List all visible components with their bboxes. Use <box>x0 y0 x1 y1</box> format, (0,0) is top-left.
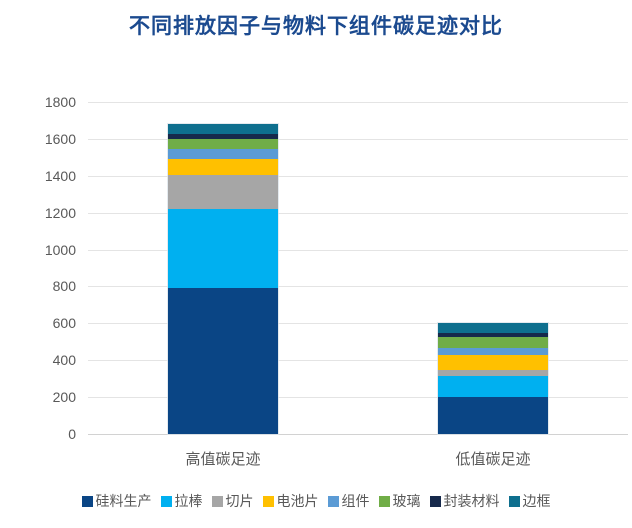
x-category-label: 高值碳足迹 <box>185 451 261 468</box>
legend-item: 玻璃 <box>378 491 421 511</box>
y-tick-label: 1800 <box>44 94 76 110</box>
stacked-bar <box>438 322 548 434</box>
legend-swatch-icon <box>327 495 339 507</box>
legend-item: 边框 <box>508 491 551 511</box>
legend-label: 硅料生产 <box>95 493 152 509</box>
bar-segment <box>168 149 278 159</box>
legend: 硅料生产 拉棒 切片 电池片 组件 玻璃 封装材料 边框 <box>0 491 632 511</box>
gridline <box>88 212 628 214</box>
y-tick-label: 800 <box>52 278 76 295</box>
legend-swatch-icon <box>81 495 93 507</box>
legend-item: 封装材料 <box>429 491 500 511</box>
bar-segment <box>168 123 278 135</box>
legend-label: 边框 <box>522 493 551 509</box>
legend-label: 拉棒 <box>174 493 203 509</box>
y-tick-label: 200 <box>52 389 76 406</box>
legend-swatch-icon <box>262 495 274 507</box>
legend-swatch-icon <box>211 495 223 507</box>
gridline <box>88 175 628 177</box>
bar-segment <box>438 347 548 355</box>
bar-segment <box>438 370 548 376</box>
x-category-label: 低值碳足迹 <box>455 451 531 468</box>
y-tick-label: 1000 <box>44 241 76 258</box>
gridline <box>88 138 628 140</box>
bar-segment <box>438 375 548 398</box>
bar-segment <box>168 158 278 175</box>
bar-segment <box>168 209 278 289</box>
legend-swatch-icon <box>508 495 520 507</box>
gridline <box>88 360 628 362</box>
legend-label: 切片 <box>225 493 254 509</box>
bar-segment <box>438 322 548 334</box>
legend-item: 组件 <box>327 491 370 511</box>
legend-item: 拉棒 <box>160 491 203 511</box>
bar-segment <box>438 333 548 338</box>
bar-segment <box>438 354 548 371</box>
stacked-bar <box>168 123 278 434</box>
y-axis: 0 200 400 600 800 1000 1200 1400 1600 1800 <box>0 94 76 442</box>
legend-label: 玻璃 <box>392 493 421 509</box>
chart-title: 不同排放因子与物料下组件碳足迹对比 <box>129 15 503 38</box>
y-tick-label: 1400 <box>44 167 76 184</box>
gridline <box>88 249 628 251</box>
bar-segment <box>168 134 278 139</box>
bar-segment <box>168 288 278 434</box>
legend-swatch-icon <box>429 495 441 507</box>
legend-item: 电池片 <box>262 491 319 511</box>
gridline <box>88 102 628 103</box>
gridline <box>88 286 628 288</box>
legend-label: 封装材料 <box>443 493 500 509</box>
bar-segment <box>168 174 278 209</box>
legend-swatch-icon <box>378 495 390 507</box>
y-tick-label: 600 <box>52 315 76 332</box>
legend-item: 切片 <box>211 491 254 511</box>
legend-label: 组件 <box>341 493 370 509</box>
y-tick-label: 400 <box>52 352 76 369</box>
bar-segment <box>438 397 548 434</box>
y-tick-label: 0 <box>68 426 76 442</box>
bar-segment <box>168 138 278 150</box>
plot-area <box>88 102 628 435</box>
y-tick-label: 1600 <box>44 130 76 147</box>
legend-item: 硅料生产 <box>81 491 152 511</box>
bar-segment <box>438 337 548 348</box>
legend-swatch-icon <box>160 495 172 507</box>
gridline <box>88 323 628 325</box>
gridline <box>88 397 628 399</box>
y-tick-label: 1200 <box>44 204 76 221</box>
gridline <box>88 434 628 435</box>
legend-label: 电池片 <box>276 493 319 509</box>
